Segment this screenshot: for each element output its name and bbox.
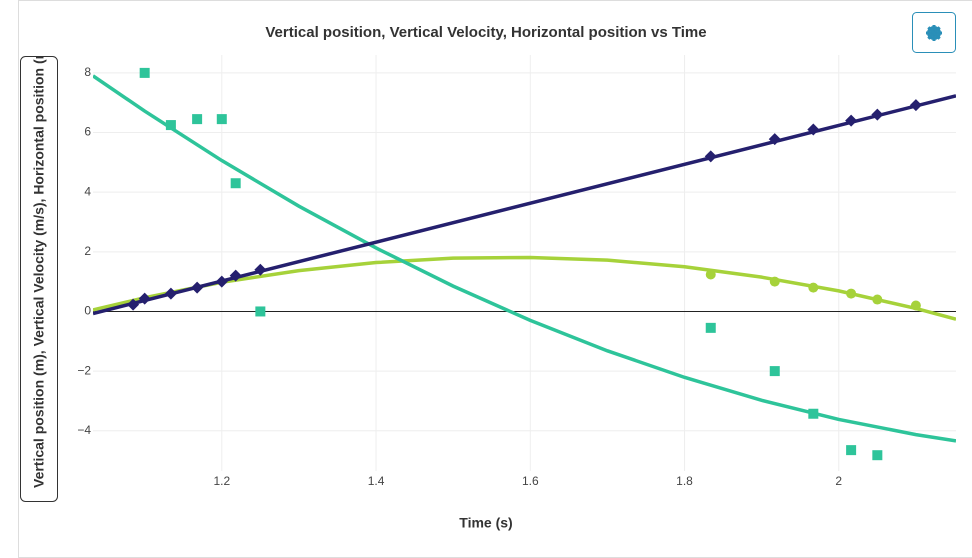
y-tick-label: 6 xyxy=(84,125,91,139)
point xyxy=(769,366,780,377)
x-tick-label: 1.4 xyxy=(368,474,385,488)
point xyxy=(139,67,150,78)
point xyxy=(255,306,266,317)
y-tick-label: 4 xyxy=(84,184,91,198)
y-tick-label: 2 xyxy=(84,244,91,258)
point xyxy=(138,292,151,305)
point xyxy=(872,294,883,305)
point xyxy=(768,133,781,146)
point xyxy=(165,120,176,131)
x-tick-label: 2 xyxy=(835,474,842,488)
y-tick-label: −2 xyxy=(77,363,91,377)
x-tick-label: 1.8 xyxy=(676,474,693,488)
y-tick-label: 0 xyxy=(84,304,91,318)
point xyxy=(254,263,267,276)
point xyxy=(215,275,228,288)
y-tick-label: −4 xyxy=(77,423,91,437)
fit-line xyxy=(93,74,956,443)
point xyxy=(808,282,819,293)
point xyxy=(705,269,716,280)
point xyxy=(230,178,241,189)
panel xyxy=(18,0,972,558)
point xyxy=(769,276,780,287)
x-tick-label: 1.6 xyxy=(522,474,539,488)
x-tick-label: 1.2 xyxy=(213,474,230,488)
point xyxy=(192,114,203,125)
chart-title: Vertical position, Vertical Velocity, Ho… xyxy=(265,24,706,41)
point xyxy=(191,281,204,294)
y-tick-label: 8 xyxy=(84,65,91,79)
point xyxy=(216,114,227,125)
point xyxy=(910,300,921,311)
x-axis-label: Time (s) xyxy=(459,515,512,531)
y-label-box xyxy=(20,56,58,502)
point xyxy=(808,408,819,419)
point xyxy=(807,123,820,136)
point xyxy=(704,150,717,163)
point xyxy=(872,450,883,461)
point xyxy=(846,445,857,456)
fit-line xyxy=(93,255,956,321)
point xyxy=(871,108,884,121)
gear-icon xyxy=(926,25,942,41)
point xyxy=(229,269,242,282)
point xyxy=(909,99,922,112)
point xyxy=(845,114,858,127)
point xyxy=(127,298,140,311)
point xyxy=(846,288,857,299)
point xyxy=(705,322,716,333)
y-axis-label: Vertical position (m), Vertical Velocity… xyxy=(31,42,47,488)
point xyxy=(164,287,177,300)
